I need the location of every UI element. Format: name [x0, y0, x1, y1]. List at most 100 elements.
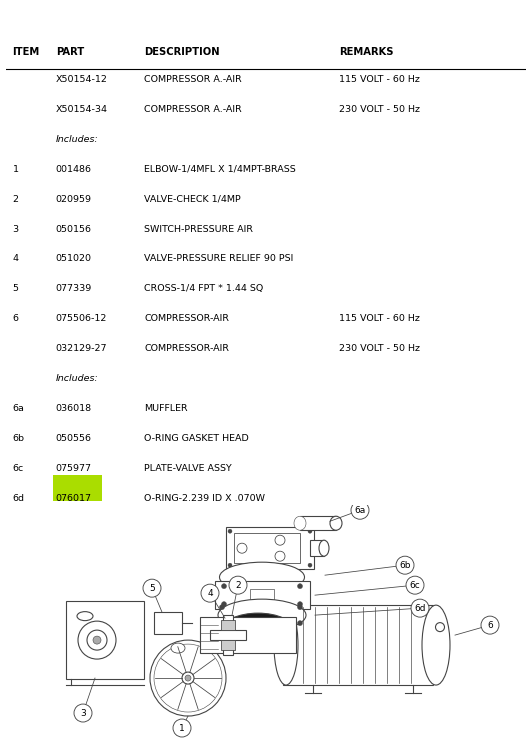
Text: 3: 3: [80, 709, 86, 718]
Text: 115 VOLT - 60 Hz: 115 VOLT - 60 Hz: [339, 75, 420, 84]
Ellipse shape: [330, 516, 342, 531]
Text: COMPRESSOR-AIR · X50154-12/34: COMPRESSOR-AIR · X50154-12/34: [14, 13, 267, 26]
Text: MUFFLER: MUFFLER: [144, 404, 188, 413]
Circle shape: [182, 672, 194, 684]
Ellipse shape: [274, 605, 298, 685]
Bar: [226, 528, 314, 569]
Text: 032129-27: 032129-27: [56, 344, 107, 354]
Bar: [221, 620, 235, 630]
Text: 075977: 075977: [56, 464, 92, 473]
Bar: [300, 516, 336, 531]
Bar: [66, 601, 144, 679]
Text: 036018: 036018: [56, 404, 92, 413]
Text: 6: 6: [487, 620, 493, 629]
Text: 020959: 020959: [56, 195, 92, 204]
Bar: [154, 612, 182, 634]
Circle shape: [308, 529, 312, 533]
Circle shape: [297, 605, 303, 610]
Circle shape: [275, 551, 285, 561]
Text: 2: 2: [13, 195, 19, 204]
Ellipse shape: [319, 540, 329, 557]
Ellipse shape: [219, 562, 305, 592]
Text: ITEM: ITEM: [13, 47, 40, 56]
Bar: [250, 589, 274, 601]
Text: 6c: 6c: [410, 581, 420, 590]
Text: ELBOW-1/4MFL X 1/4MPT-BRASS: ELBOW-1/4MFL X 1/4MPT-BRASS: [144, 165, 296, 174]
Bar: [223, 615, 233, 655]
Text: X50154-34: X50154-34: [56, 105, 108, 114]
Circle shape: [150, 640, 226, 716]
Text: Includes:: Includes:: [56, 374, 99, 383]
Circle shape: [297, 584, 303, 588]
Bar: [200, 617, 296, 653]
Text: Includes:: Includes:: [56, 134, 99, 143]
Bar: [255, 569, 285, 575]
Ellipse shape: [218, 599, 306, 631]
Text: 3: 3: [13, 224, 19, 233]
Bar: [283, 605, 433, 685]
Ellipse shape: [222, 613, 294, 647]
Text: PART: PART: [56, 47, 84, 56]
Circle shape: [185, 675, 191, 681]
FancyBboxPatch shape: [53, 475, 102, 501]
Circle shape: [222, 602, 226, 606]
Ellipse shape: [422, 605, 450, 685]
Circle shape: [396, 557, 414, 574]
Circle shape: [436, 623, 445, 632]
Text: REMARKS: REMARKS: [339, 47, 393, 56]
Text: 051020: 051020: [56, 254, 92, 264]
Text: COMPRESSOR-AIR: COMPRESSOR-AIR: [144, 344, 229, 354]
Circle shape: [222, 584, 226, 588]
Circle shape: [228, 529, 232, 533]
Text: 001486: 001486: [56, 165, 92, 174]
Text: VALVE-CHECK 1/4MP: VALVE-CHECK 1/4MP: [144, 195, 241, 204]
Circle shape: [406, 576, 424, 594]
Ellipse shape: [294, 516, 306, 531]
Circle shape: [229, 576, 247, 594]
Text: 6b: 6b: [13, 434, 24, 443]
Circle shape: [201, 584, 219, 602]
Bar: [215, 581, 310, 609]
Text: COMPRESSOR A.-AIR: COMPRESSOR A.-AIR: [144, 105, 242, 114]
Text: 076017: 076017: [56, 494, 92, 503]
Text: 1: 1: [179, 724, 185, 733]
Text: 230 VOLT - 50 Hz: 230 VOLT - 50 Hz: [339, 105, 420, 114]
Bar: [221, 640, 235, 650]
Text: 6a: 6a: [355, 506, 366, 515]
Text: 6b: 6b: [399, 561, 411, 570]
Circle shape: [143, 579, 161, 597]
Circle shape: [297, 602, 303, 606]
Text: X50154-12: X50154-12: [56, 75, 108, 84]
Text: 115 VOLT - 60 Hz: 115 VOLT - 60 Hz: [339, 314, 420, 323]
Circle shape: [154, 644, 222, 712]
Text: 6a: 6a: [13, 404, 24, 413]
Bar: [210, 630, 246, 640]
Ellipse shape: [227, 605, 297, 625]
Text: CROSS-1/4 FPT * 1.44 SQ: CROSS-1/4 FPT * 1.44 SQ: [144, 285, 263, 293]
Text: 230 VOLT - 50 Hz: 230 VOLT - 50 Hz: [339, 344, 420, 354]
Circle shape: [275, 535, 285, 545]
Circle shape: [351, 502, 369, 519]
Text: 050156: 050156: [56, 224, 92, 233]
Text: 4: 4: [13, 254, 19, 264]
Circle shape: [237, 543, 247, 554]
Text: 075506-12: 075506-12: [56, 314, 107, 323]
Text: O-RING GASKET HEAD: O-RING GASKET HEAD: [144, 434, 249, 443]
Text: 6: 6: [13, 314, 19, 323]
Text: 6d: 6d: [13, 494, 24, 503]
Circle shape: [219, 620, 225, 626]
Text: SWITCH-PRESSURE AIR: SWITCH-PRESSURE AIR: [144, 224, 253, 233]
Text: 1: 1: [13, 165, 19, 174]
Text: O-RING-2.239 ID X .070W: O-RING-2.239 ID X .070W: [144, 494, 265, 503]
Ellipse shape: [77, 611, 93, 620]
Text: COMPRESSOR A.-AIR: COMPRESSOR A.-AIR: [144, 75, 242, 84]
Circle shape: [481, 616, 499, 634]
Text: PLATE-VALVE ASSY: PLATE-VALVE ASSY: [144, 464, 232, 473]
Text: 6c: 6c: [13, 464, 24, 473]
Circle shape: [411, 599, 429, 617]
Ellipse shape: [171, 643, 185, 653]
Circle shape: [78, 621, 116, 659]
Text: 077339: 077339: [56, 285, 92, 293]
Text: 4: 4: [207, 588, 213, 597]
Circle shape: [93, 636, 101, 644]
